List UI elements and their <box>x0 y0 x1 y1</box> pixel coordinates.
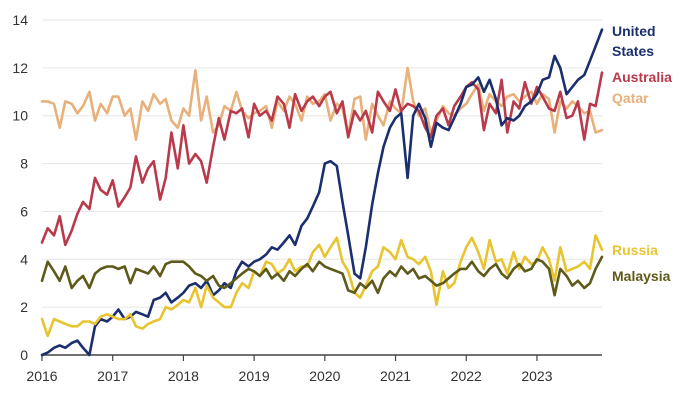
series-label-malaysia: Malaysia <box>612 268 671 284</box>
series-line-australia <box>40 71 604 247</box>
series-line-qatar <box>40 66 604 141</box>
x-tick-label-2022: 2022 <box>451 368 482 384</box>
y-tick-label-8: 8 <box>20 156 28 172</box>
x-tick-label-2020: 2020 <box>309 368 340 384</box>
x-tick-label-2016: 2016 <box>26 368 57 384</box>
series-labels: Qatar Australia United States Russia Malaysia <box>612 23 672 284</box>
y-tick-label-12: 12 <box>12 60 28 76</box>
y-tick-label-2: 2 <box>20 299 28 315</box>
series-label-russia: Russia <box>612 242 658 258</box>
series-line-malaysia <box>40 255 604 297</box>
x-tick-label-2019: 2019 <box>239 368 270 384</box>
series-line-united-states <box>40 28 604 357</box>
x-tick-label-2023: 2023 <box>521 368 552 384</box>
series-label-united-states-line-2: States <box>612 43 654 59</box>
x-tick-label-2017: 2017 <box>97 368 128 384</box>
axes: 0 2 4 6 8 10 12 14 2016 2017 2018 2019 2020 2021 2022 2… <box>12 12 602 384</box>
series-label-qatar: Qatar <box>612 90 649 106</box>
series-label-united-states-line-1: United <box>612 23 656 39</box>
x-tick-label-2018: 2018 <box>168 368 199 384</box>
y-tick-label-0: 0 <box>20 347 28 363</box>
x-tick-label-2021: 2021 <box>380 368 411 384</box>
series-line-russia <box>40 234 604 338</box>
y-tick-label-14: 14 <box>12 12 28 28</box>
series-label-united-states: United States <box>612 23 656 59</box>
series-label-australia: Australia <box>612 69 672 85</box>
y-tick-label-10: 10 <box>12 108 28 124</box>
series-lines <box>40 28 604 357</box>
y-tick-label-4: 4 <box>20 251 28 267</box>
y-tick-label-6: 6 <box>20 203 28 219</box>
